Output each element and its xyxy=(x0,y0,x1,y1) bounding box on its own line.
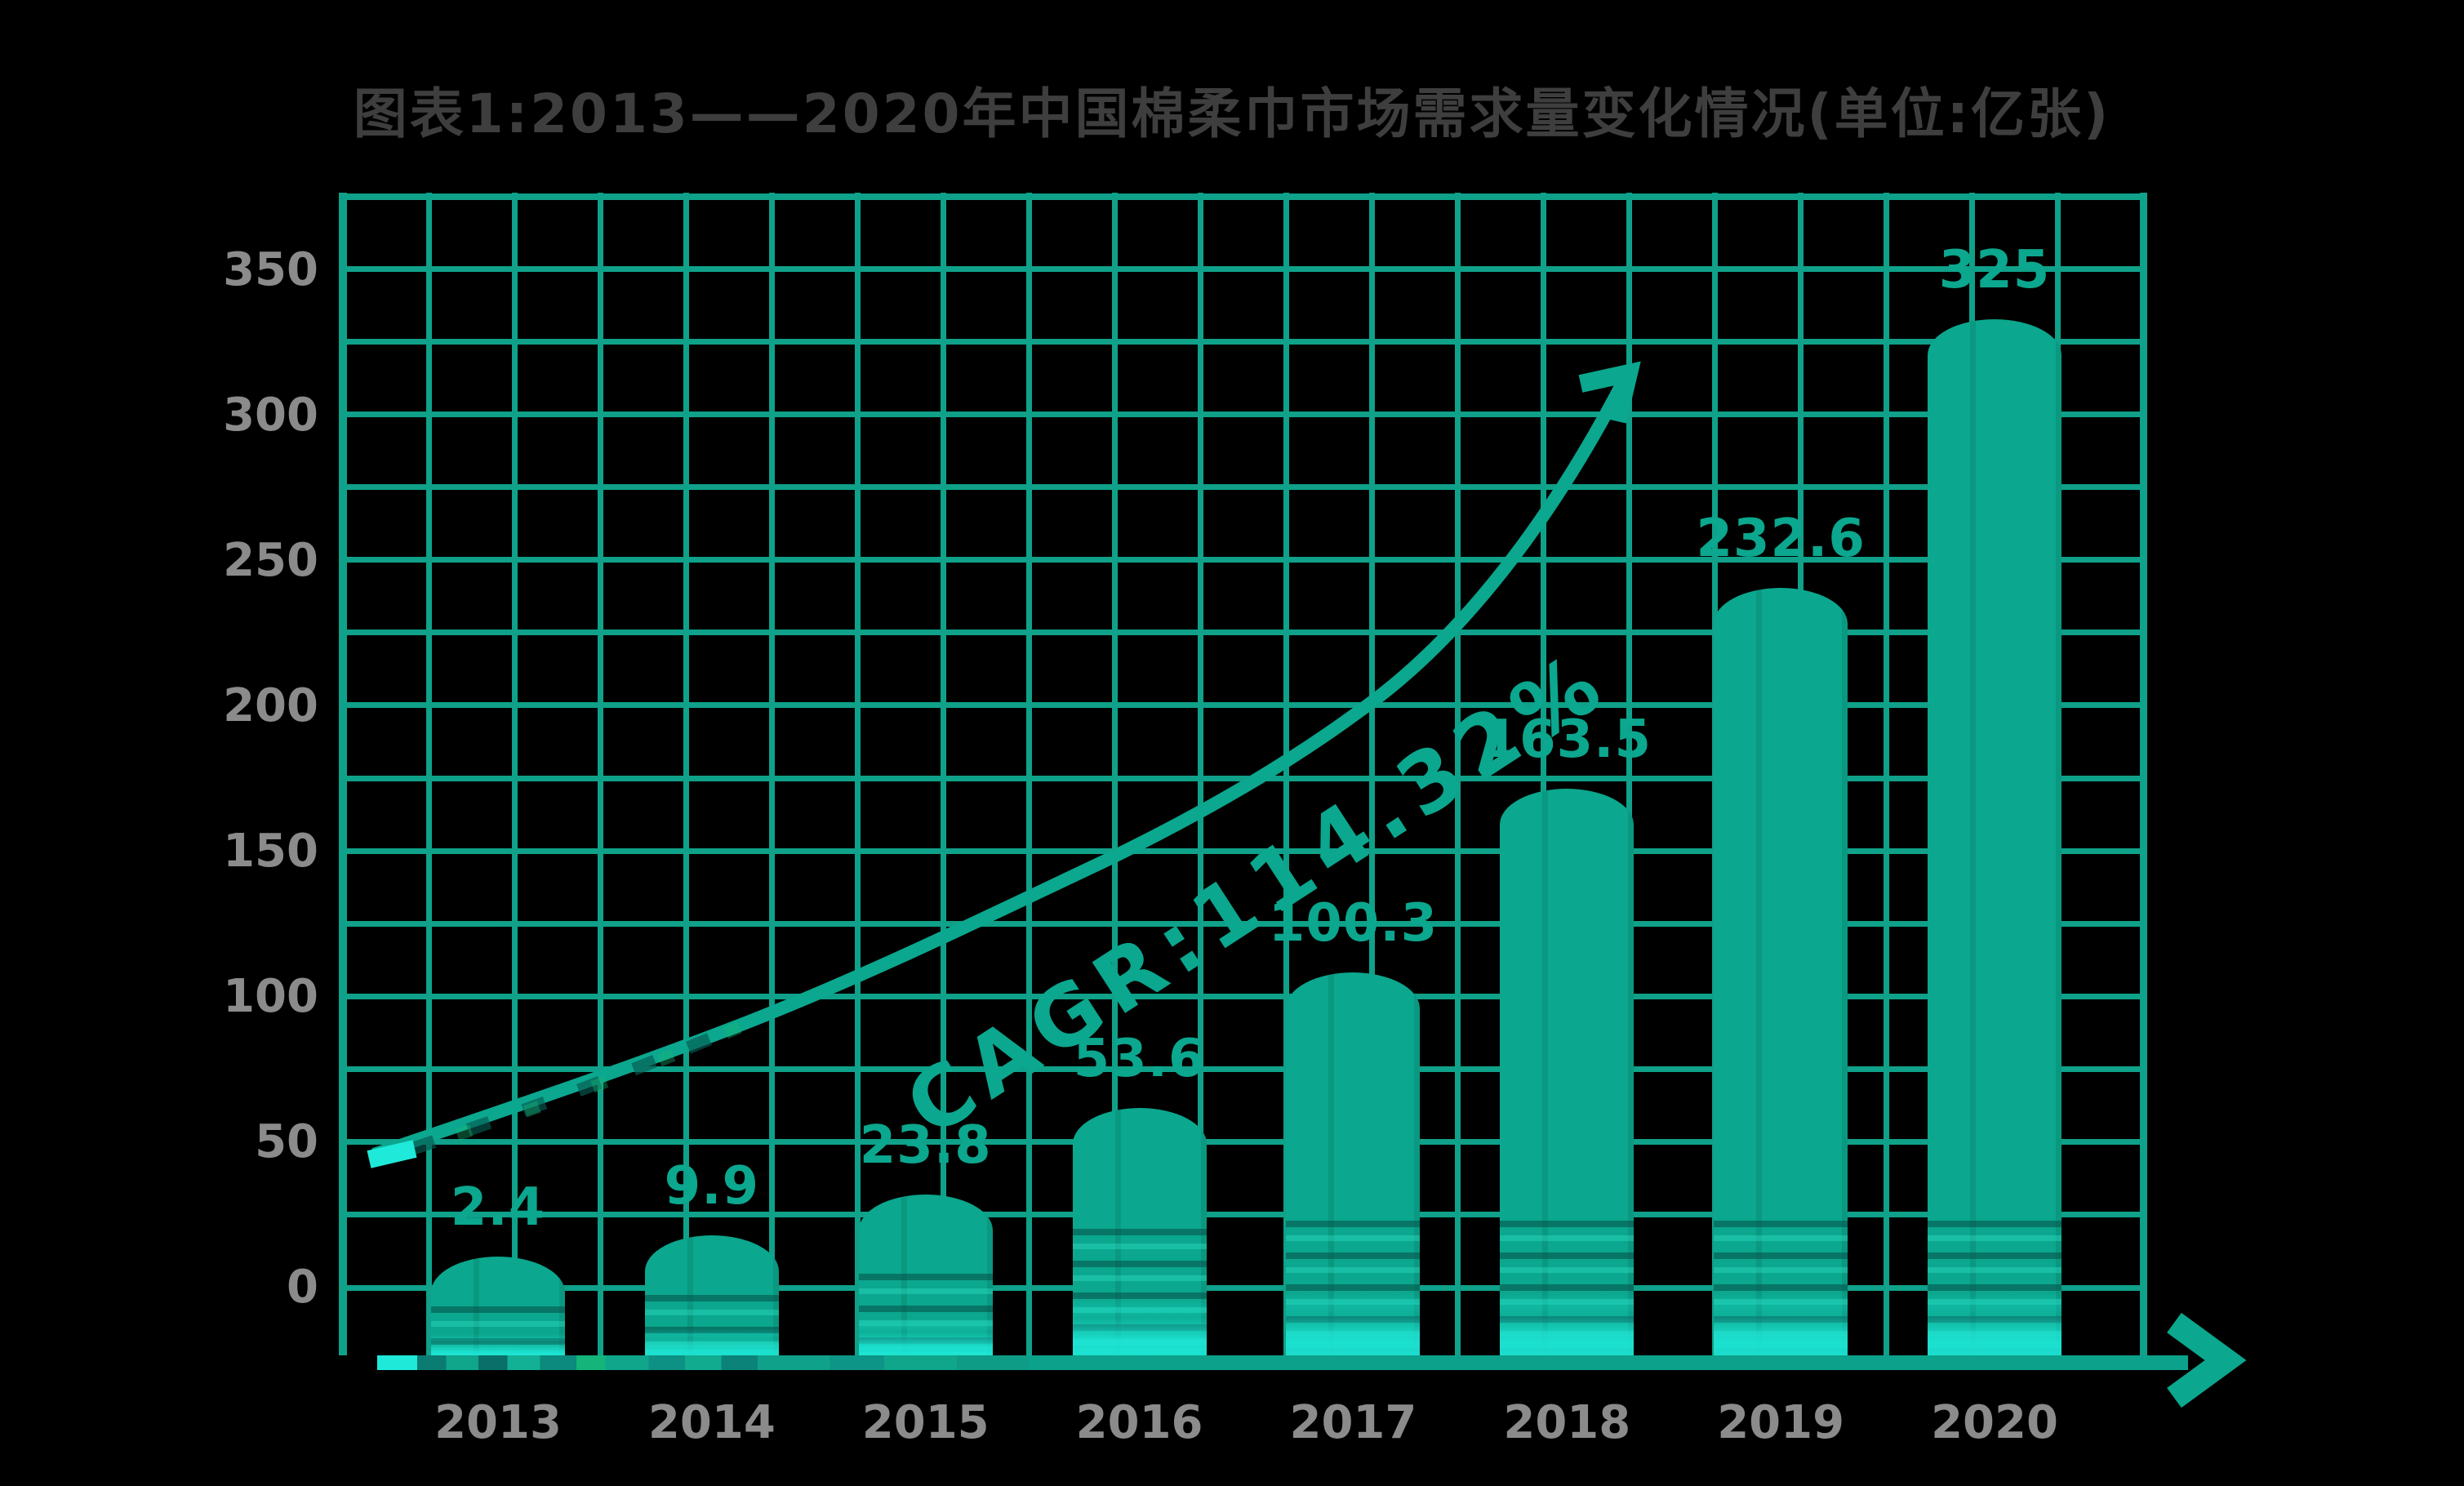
y-axis-label: 0 xyxy=(287,1261,318,1314)
grid-line-horizontal xyxy=(339,193,2147,200)
grid-line-horizontal xyxy=(339,920,2147,927)
y-axis-label: 150 xyxy=(223,825,318,878)
bar-value-label: 325 xyxy=(1938,240,2051,300)
bar-bottom-stripes xyxy=(431,1306,565,1359)
grid-line-horizontal xyxy=(339,848,2147,854)
grid-line-vertical xyxy=(511,193,518,1355)
bar-value-label: 9.9 xyxy=(664,1155,760,1217)
y-axis-label: 350 xyxy=(223,243,318,296)
y-axis-label: 100 xyxy=(223,970,318,1023)
grid-line-horizontal xyxy=(339,265,2147,272)
grid-line-horizontal xyxy=(339,1212,2147,1218)
grid-line-vertical xyxy=(597,193,603,1355)
chart-title: 图表1:2013——2020年中国棉柔巾市场需求量变化情况(单位:亿张) xyxy=(353,82,2111,145)
bar-value-label: 2.4 xyxy=(450,1177,546,1239)
bar-bottom-stripes xyxy=(644,1294,779,1359)
grid-line-vertical xyxy=(1025,193,1032,1355)
x-axis-label: 2013 xyxy=(434,1396,562,1449)
bar-value-label: 163.5 xyxy=(1482,709,1652,770)
grid-line-horizontal xyxy=(339,1066,2147,1073)
bar xyxy=(1286,972,1421,1359)
bar xyxy=(1714,587,1848,1359)
x-axis-label: 2016 xyxy=(1075,1396,1203,1449)
bar-value-label: 53.6 xyxy=(1073,1029,1206,1090)
grid-line-vertical xyxy=(768,193,775,1355)
grid-line-vertical xyxy=(425,193,432,1355)
bar-value-label: 232.6 xyxy=(1696,508,1866,569)
grid-line-horizontal xyxy=(339,1284,2147,1291)
grid-line-horizontal xyxy=(339,411,2147,417)
grid-line-vertical xyxy=(1883,193,1889,1355)
grid-line-vertical xyxy=(1197,193,1203,1355)
bar xyxy=(858,1195,993,1359)
x-axis-label: 2018 xyxy=(1503,1396,1631,1449)
bar-bottom-stripes xyxy=(1714,1220,1848,1359)
grid-line-vertical xyxy=(940,193,946,1355)
grid-line-vertical xyxy=(854,193,861,1355)
bar-value-label: 100.3 xyxy=(1268,892,1439,954)
trend-curve xyxy=(371,371,1634,1161)
grid-line-vertical xyxy=(1111,193,1118,1355)
grid-line-horizontal xyxy=(339,1139,2147,1146)
y-axis-label: 50 xyxy=(255,1115,318,1168)
grid-line-horizontal xyxy=(339,557,2147,563)
bar-bottom-stripes xyxy=(1072,1228,1207,1359)
grid-line-horizontal xyxy=(339,484,2147,491)
bar xyxy=(1500,788,1635,1359)
grid-line-horizontal xyxy=(339,993,2147,999)
bar-bottom-stripes xyxy=(1500,1220,1635,1359)
x-axis-label: 2014 xyxy=(647,1396,776,1449)
grid-line-vertical xyxy=(1368,193,1375,1355)
bar-bottom-stripes xyxy=(858,1274,993,1359)
bar-bottom-stripes xyxy=(1286,1220,1421,1359)
grid-line-horizontal xyxy=(339,702,2147,709)
bar-bottom-stripes xyxy=(1928,1221,2062,1359)
grid-line-horizontal xyxy=(339,338,2147,345)
bar xyxy=(1072,1108,1207,1359)
x-axis-label: 2020 xyxy=(1931,1396,2058,1449)
grid-line-vertical xyxy=(1626,193,1632,1355)
x-axis-label: 2019 xyxy=(1717,1396,1845,1449)
y-axis-line xyxy=(339,193,347,1355)
y-axis-label: 300 xyxy=(223,389,318,442)
grid-line-vertical xyxy=(2139,193,2147,1355)
grid-line-horizontal xyxy=(339,775,2147,781)
bar xyxy=(431,1257,565,1359)
x-axis-label: 2015 xyxy=(861,1396,990,1449)
grid-line-horizontal xyxy=(339,630,2147,636)
y-axis-label: 200 xyxy=(223,679,318,732)
grid-line-vertical xyxy=(1540,193,1546,1355)
grid-line-vertical xyxy=(683,193,689,1355)
grid-line-vertical xyxy=(1283,193,1289,1355)
bar-value-label: 23.8 xyxy=(859,1115,992,1177)
trend-curve-green-dashes xyxy=(455,1017,754,1141)
y-axis-label: 250 xyxy=(223,534,318,587)
axis-arrowhead-icon xyxy=(2167,1312,2247,1408)
x-axis-label: 2017 xyxy=(1289,1396,1417,1449)
grid-line-vertical xyxy=(1454,193,1461,1355)
trend-curve-start-highlight xyxy=(367,1140,417,1168)
bar xyxy=(644,1235,779,1359)
trend-arrowhead-icon xyxy=(1578,361,1641,424)
x-axis-line xyxy=(377,1355,2188,1370)
bar xyxy=(1928,319,2062,1359)
